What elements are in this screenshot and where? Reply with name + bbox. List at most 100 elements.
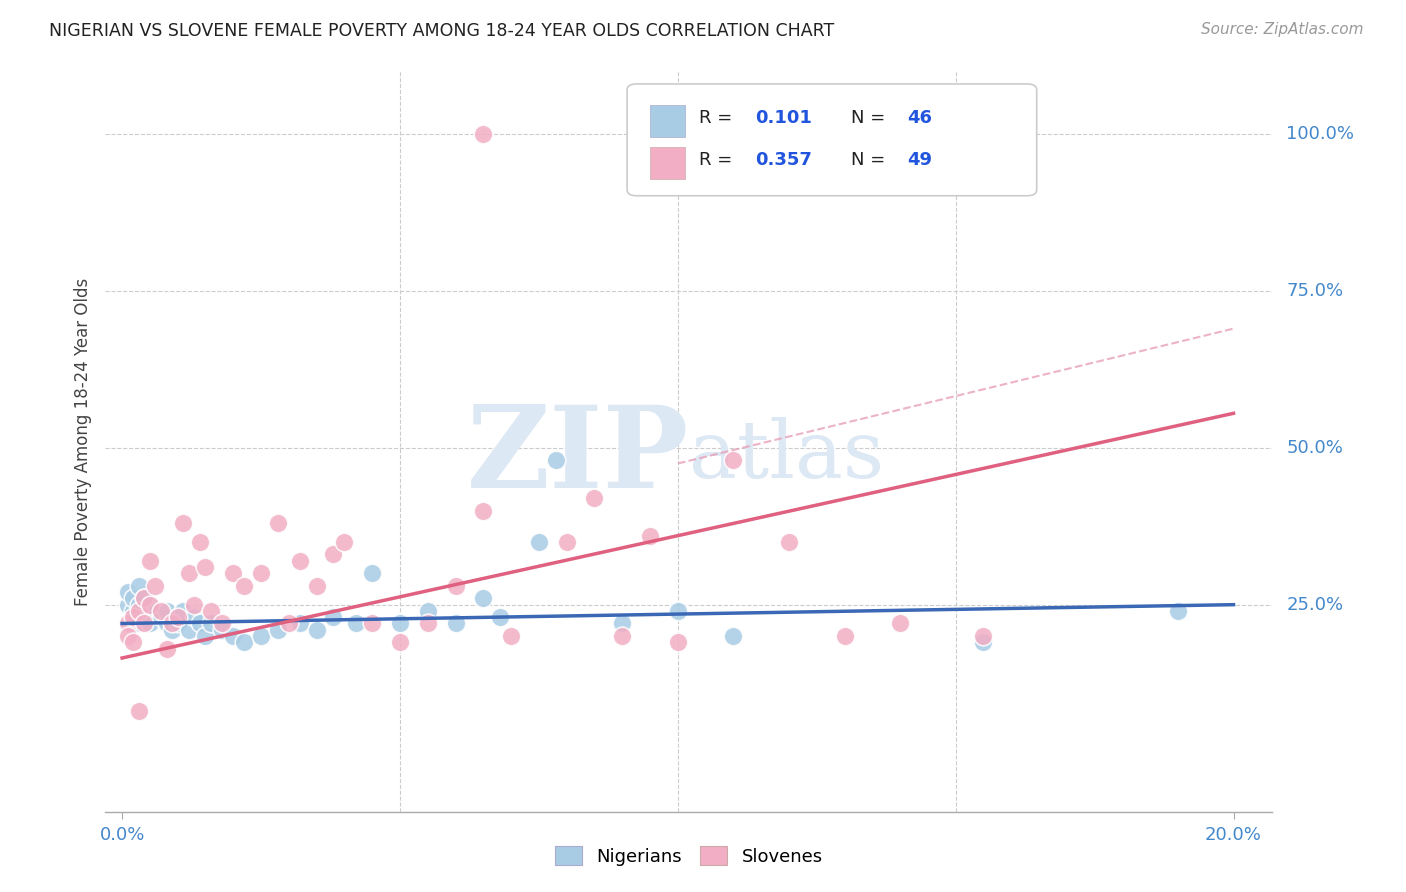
FancyBboxPatch shape [651, 147, 686, 178]
Point [211, 623, 233, 637]
Point [117, 598, 139, 612]
Point [472, 503, 495, 517]
Text: 50.0%: 50.0% [1286, 439, 1343, 457]
Text: N =: N = [851, 109, 891, 127]
Point [128, 598, 150, 612]
Point [200, 604, 222, 618]
Point [155, 641, 177, 656]
Point [444, 579, 467, 593]
Legend: Nigerians, Slovenes: Nigerians, Slovenes [548, 839, 830, 873]
Point [666, 604, 689, 618]
FancyBboxPatch shape [627, 84, 1036, 195]
FancyBboxPatch shape [651, 105, 686, 136]
Point [361, 616, 384, 631]
Text: atlas: atlas [689, 417, 884, 495]
Point [117, 616, 139, 631]
Point [139, 598, 162, 612]
Point [172, 604, 194, 618]
Point [222, 566, 245, 581]
Point [555, 535, 578, 549]
Point [972, 635, 994, 649]
Point [145, 604, 167, 618]
Text: NIGERIAN VS SLOVENE FEMALE POVERTY AMONG 18-24 YEAR OLDS CORRELATION CHART: NIGERIAN VS SLOVENE FEMALE POVERTY AMONG… [49, 22, 834, 40]
Point [139, 598, 162, 612]
Point [666, 635, 689, 649]
Point [122, 610, 145, 624]
Text: 25.0%: 25.0% [1286, 596, 1344, 614]
Point [501, 629, 523, 643]
Point [166, 610, 188, 624]
Point [250, 629, 273, 643]
Y-axis label: Female Poverty Among 18-24 Year Olds: Female Poverty Among 18-24 Year Olds [73, 277, 91, 606]
Point [211, 616, 233, 631]
Text: 100.0%: 100.0% [1286, 125, 1354, 143]
Point [160, 616, 183, 631]
Text: Source: ZipAtlas.com: Source: ZipAtlas.com [1201, 22, 1364, 37]
Point [472, 591, 495, 606]
Text: 0.357: 0.357 [755, 152, 813, 169]
Text: 46: 46 [907, 109, 932, 127]
Text: N =: N = [851, 152, 891, 169]
Point [723, 453, 745, 467]
Point [177, 566, 200, 581]
Text: 75.0%: 75.0% [1286, 282, 1344, 300]
Point [527, 535, 550, 549]
Point [834, 629, 856, 643]
Text: ZIP: ZIP [467, 401, 689, 512]
Point [155, 616, 177, 631]
Point [145, 579, 167, 593]
Point [638, 529, 661, 543]
Point [122, 635, 145, 649]
Point [544, 453, 567, 467]
Point [188, 616, 211, 631]
Text: R =: R = [699, 152, 738, 169]
Point [150, 604, 173, 618]
Point [160, 623, 183, 637]
Point [122, 604, 145, 618]
Text: 0.101: 0.101 [755, 109, 813, 127]
Point [250, 566, 273, 581]
Point [166, 616, 188, 631]
Point [194, 560, 217, 574]
Point [361, 566, 384, 581]
Point [444, 616, 467, 631]
Point [183, 598, 205, 612]
Point [172, 516, 194, 530]
Point [117, 585, 139, 599]
Point [723, 629, 745, 643]
Point [200, 616, 222, 631]
Point [188, 535, 211, 549]
Point [134, 591, 156, 606]
Point [233, 579, 256, 593]
Point [333, 535, 356, 549]
Text: R =: R = [699, 109, 738, 127]
Point [583, 491, 606, 505]
Point [194, 629, 217, 643]
Point [322, 610, 344, 624]
Point [472, 127, 495, 141]
Point [388, 635, 411, 649]
Point [889, 616, 911, 631]
Point [177, 623, 200, 637]
Point [889, 127, 911, 141]
Point [305, 579, 328, 593]
Point [305, 623, 328, 637]
Point [489, 610, 512, 624]
Point [134, 591, 156, 606]
Point [267, 516, 290, 530]
Point [128, 579, 150, 593]
Point [233, 635, 256, 649]
Point [183, 610, 205, 624]
Point [139, 616, 162, 631]
Point [288, 554, 311, 568]
Point [972, 629, 994, 643]
Point [344, 616, 367, 631]
Point [222, 629, 245, 643]
Point [117, 629, 139, 643]
Text: 49: 49 [907, 152, 932, 169]
Point [416, 616, 439, 631]
Point [128, 604, 150, 618]
Point [416, 604, 439, 618]
Point [128, 704, 150, 718]
Point [1167, 604, 1189, 618]
